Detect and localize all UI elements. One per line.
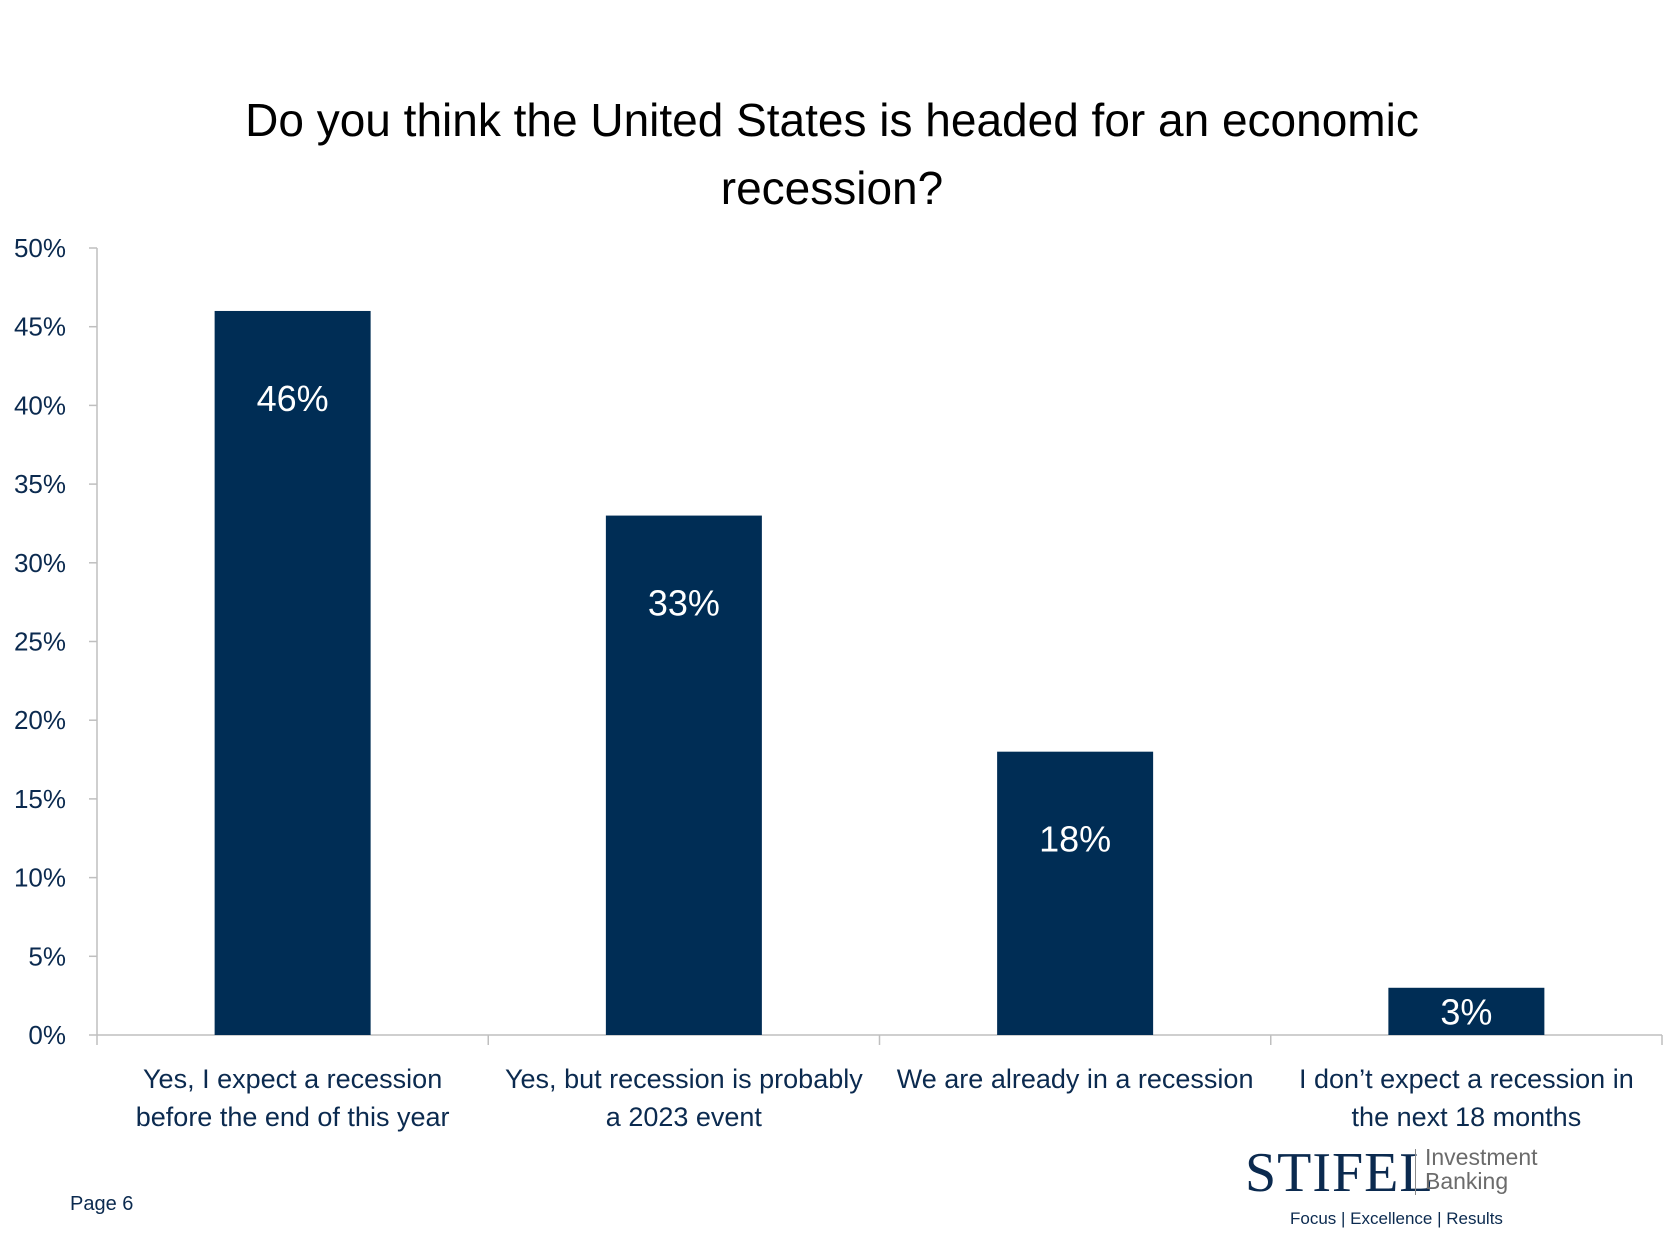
y-tick-label: 50% [14,233,66,263]
category-label: We are already in a recession [897,1064,1254,1094]
data-label: 3% [1440,991,1492,1032]
y-tick-label: 45% [14,312,66,342]
category-label: the next 18 months [1352,1102,1582,1132]
y-tick-label: 15% [14,784,66,814]
category-label: Yes, but recession is probably [505,1064,863,1094]
logo-tagline: Focus | Excellence | Results [1290,1209,1503,1228]
logo-line-banking: Banking [1425,1168,1509,1194]
bar [605,515,762,1035]
bar [1388,987,1545,1035]
y-tick-label: 40% [14,390,66,420]
category-label: Yes, I expect a recession [143,1064,442,1094]
y-tick-label: 10% [14,863,66,893]
data-label: 33% [648,583,720,624]
category-label: before the end of this year [136,1102,450,1132]
bar [214,310,371,1036]
data-label: 18% [1039,819,1111,860]
logo-line-investment: Investment [1425,1144,1538,1170]
chart-title: Do you think the United States is headed… [245,94,1419,214]
y-tick-label: 20% [14,705,66,735]
y-tick-label: 25% [14,627,66,657]
stifel-logo: STIFEL Investment Banking Focus | Excell… [1245,1143,1545,1233]
y-tick-label: 35% [14,469,66,499]
bar [997,751,1154,1035]
y-tick-label: 5% [28,941,66,971]
category-label: I don’t expect a recession in [1299,1064,1634,1094]
logo-divider [1415,1149,1416,1195]
logo-brand: STIFEL [1245,1142,1435,1204]
category-label: a 2023 event [606,1102,763,1132]
y-tick-label: 0% [28,1020,66,1050]
page-number: Page 6 [70,1193,134,1215]
data-label: 46% [257,378,329,419]
y-tick-label: 30% [14,548,66,578]
